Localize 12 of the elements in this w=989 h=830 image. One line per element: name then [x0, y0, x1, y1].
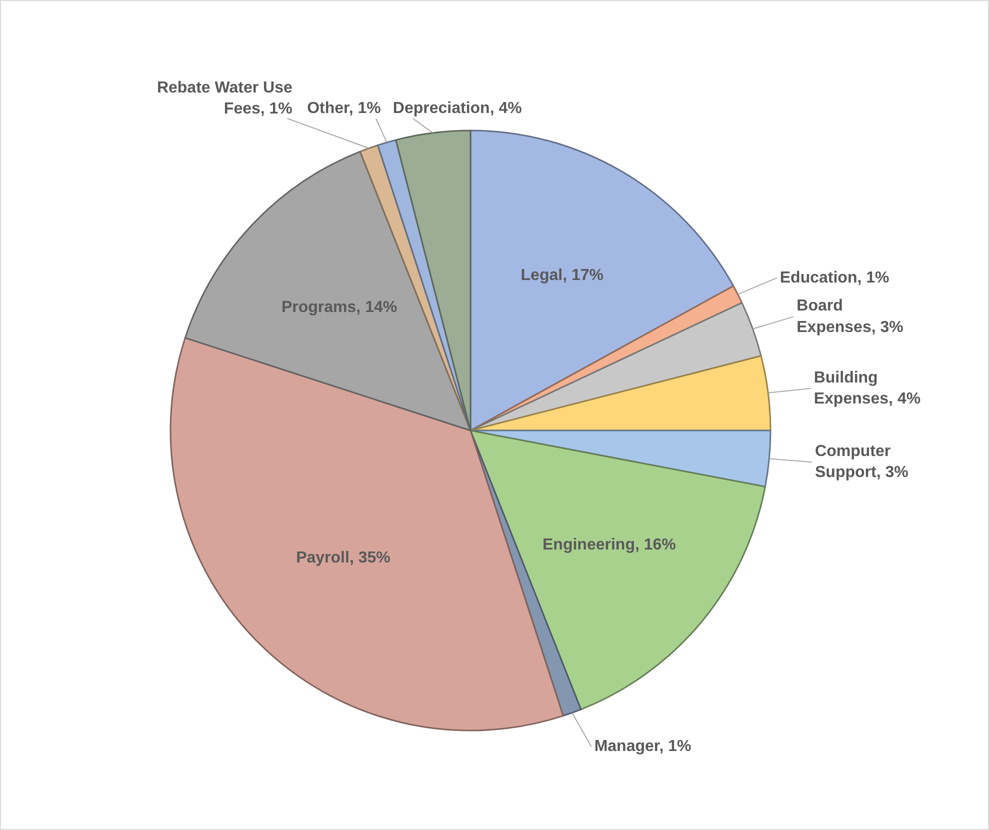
slice-label: Legal, 17%: [520, 267, 604, 284]
slice-label: Rebate Water Use Fees, 1%: [156, 79, 292, 118]
slice-label: Board Expenses, 3%: [796, 298, 904, 336]
slice-label: Building Expenses, 4%: [814, 369, 921, 408]
slice-label: Computer Support, 3%: [815, 442, 908, 482]
slice-label: Manager, 1%: [594, 738, 692, 756]
slice-label: Payroll, 35%: [296, 549, 390, 566]
slice-label: Depreciation, 4%: [392, 100, 522, 117]
slice-label: Engineering, 16%: [542, 536, 676, 554]
slice-label: Education, 1%: [780, 269, 890, 286]
slice-label: Programs, 14%: [281, 298, 398, 316]
slice-label: Other, 1%: [307, 100, 381, 117]
